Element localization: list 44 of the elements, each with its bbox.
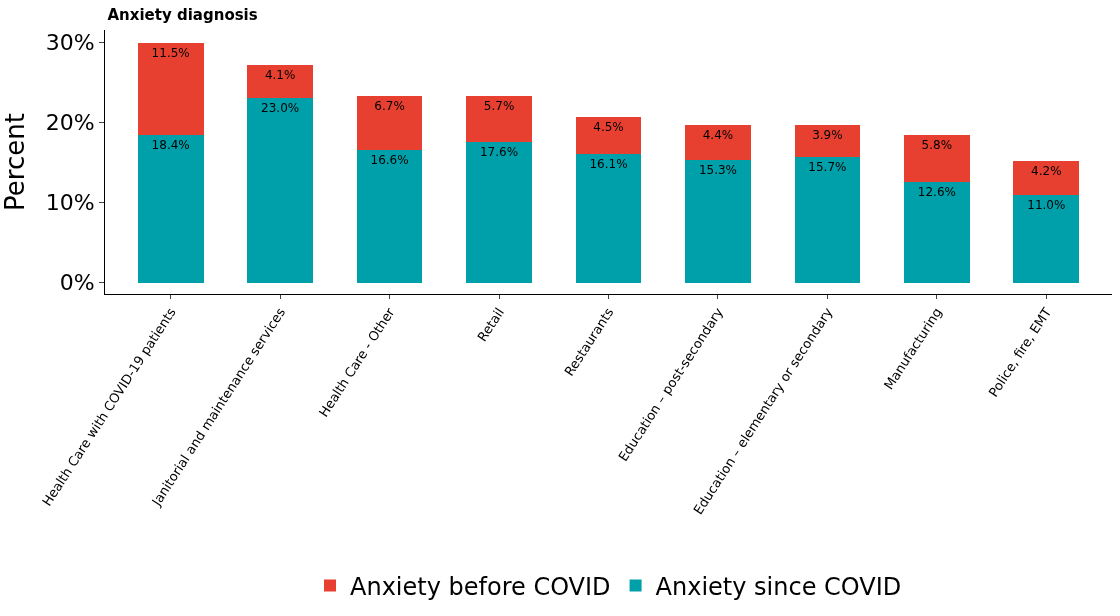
data-label: 11.0%: [1027, 197, 1066, 212]
bar: [466, 95, 532, 142]
bar: [356, 95, 423, 150]
y-tick-label: 0%: [59, 270, 95, 296]
data-label: 23.0%: [261, 101, 300, 116]
data-label: 17.6%: [479, 144, 519, 159]
y-tick-label: 10%: [45, 190, 95, 216]
data-label: 4.4%: [702, 127, 734, 142]
bar: [794, 156, 861, 283]
bar: [904, 181, 970, 283]
data-label: 18.4%: [151, 138, 190, 153]
data-label: 3.9%: [812, 128, 843, 143]
data-label: 5.7%: [483, 98, 515, 113]
bar: [794, 125, 861, 157]
data-label: 5.8%: [921, 138, 953, 153]
y-axis-title: Percent: [0, 113, 30, 211]
bar: [904, 135, 970, 182]
data-label: 4.1%: [264, 68, 296, 83]
data-label: 6.7%: [374, 98, 405, 113]
bar: [356, 149, 423, 283]
chart-title: Anxiety diagnosis: [107, 5, 258, 24]
legend-label: Anxiety before COVID: [350, 572, 611, 601]
bar: [1013, 160, 1080, 195]
bar: [137, 42, 204, 136]
bar: [575, 153, 642, 283]
bar: [575, 117, 642, 154]
data-label: 16.1%: [589, 156, 628, 171]
bar: [137, 135, 204, 283]
bar: [247, 65, 313, 99]
data-label: 12.6%: [917, 184, 956, 199]
data-label: 16.6%: [370, 152, 409, 167]
bar: [685, 159, 751, 283]
y-tick-label: 20%: [45, 109, 95, 135]
legend-label: Anxiety since COVID: [655, 572, 902, 601]
data-label: 15.3%: [698, 162, 738, 177]
data-label: 4.5%: [593, 120, 624, 135]
data-label: 4.2%: [1031, 163, 1062, 178]
bar: [685, 124, 751, 160]
data-label: 15.7%: [808, 159, 847, 174]
data-label: 11.5%: [151, 45, 190, 60]
bar: [1013, 194, 1080, 283]
y-tick-label: 30%: [45, 29, 95, 55]
bar: [247, 98, 313, 283]
bar: [466, 141, 532, 283]
